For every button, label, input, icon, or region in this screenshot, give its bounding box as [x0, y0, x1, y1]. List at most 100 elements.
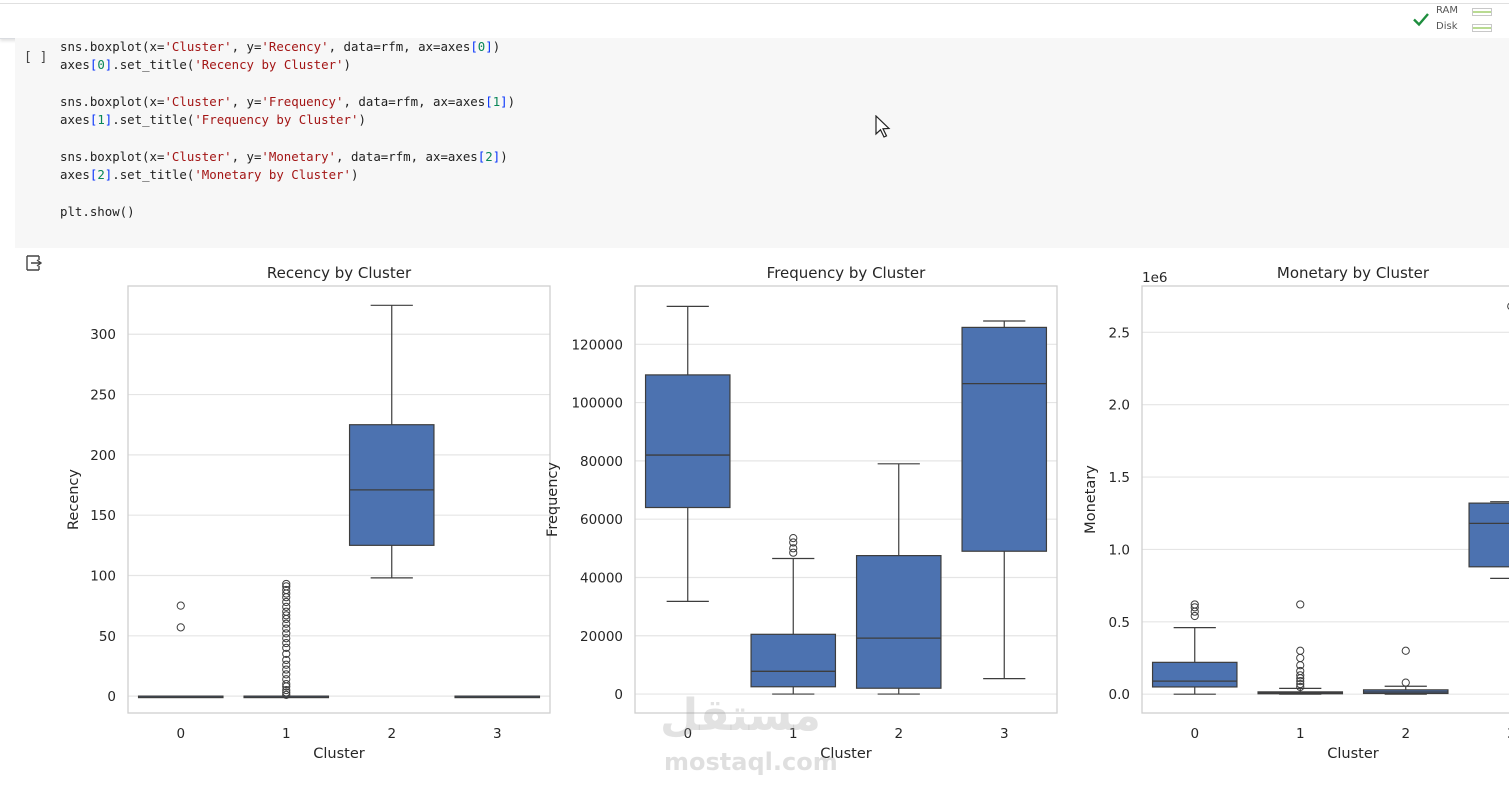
code-line	[60, 129, 515, 148]
outlier-point	[282, 629, 291, 638]
outlier-point	[282, 670, 291, 679]
code-line: axes[1].set_title('Frequency by Cluster'…	[60, 112, 366, 128]
box-body	[1468, 502, 1509, 568]
y-tick-label: 1.5	[1109, 470, 1130, 486]
axes-frame	[634, 285, 1058, 714]
y-axis-label: Monetary	[1083, 465, 1099, 534]
outlier-point	[282, 585, 291, 595]
y-axis-label: Frequency	[545, 462, 561, 537]
outlier-point	[176, 601, 185, 610]
outlier-point	[282, 634, 291, 643]
y-tick-label: 0	[107, 689, 116, 705]
y-tick-label: 100	[90, 568, 116, 584]
y-tick-label: 0	[614, 687, 623, 703]
outlier-point	[789, 548, 798, 557]
y-tick-label: 200	[90, 448, 116, 464]
x-axis-label: Cluster	[313, 746, 365, 762]
y-tick-label: 300	[90, 327, 116, 343]
y-tick-label: 1.0	[1109, 542, 1130, 558]
outlier-point	[1296, 671, 1305, 680]
y-tick-label: 0.0	[1109, 687, 1130, 703]
x-axis-label: Cluster	[820, 746, 872, 762]
chart-title: Frequency by Cluster	[767, 264, 926, 282]
y-tick-label: 120000	[571, 337, 623, 353]
x-tick-label: 2	[387, 726, 396, 742]
outlier-point	[282, 655, 291, 665]
box-body	[1151, 661, 1238, 688]
outlier-point	[1296, 679, 1305, 689]
outlier-point	[282, 660, 291, 669]
outlier-point	[282, 679, 291, 689]
box-body	[348, 424, 435, 546]
outlier-point	[176, 623, 185, 632]
code-editor[interactable]: sns.boxplot(x='Cluster', y='Recency', da…	[60, 38, 515, 221]
y-offset-label: 1e6	[1142, 270, 1167, 286]
box-body	[750, 633, 837, 688]
outlier-point	[282, 582, 291, 591]
watermark-logo: مستقل	[660, 690, 821, 741]
outlier-point	[789, 544, 798, 553]
disk-bar	[1472, 24, 1492, 32]
axes-frame	[127, 285, 551, 714]
y-tick-label: 20000	[580, 629, 623, 645]
x-tick-label: 3	[1000, 726, 1009, 742]
outlier-point	[282, 675, 291, 684]
y-tick-label: 250	[90, 388, 116, 404]
x-tick-label: 0	[176, 726, 185, 742]
outlier-point	[282, 611, 291, 620]
outlier-point	[282, 643, 291, 652]
code-line: sns.boxplot(x='Cluster', y='Recency', da…	[60, 39, 501, 54]
axes-frame	[1141, 285, 1509, 714]
y-tick-label: 2.0	[1109, 398, 1130, 414]
box-body	[961, 326, 1048, 552]
x-tick-label: 1	[789, 726, 798, 742]
y-axis-label: Recency	[66, 469, 82, 530]
x-tick-label: 0	[683, 726, 692, 742]
x-tick-label: 2	[1401, 726, 1410, 742]
code-cell[interactable]: [ ] sns.boxplot(x='Cluster', y='Recency'…	[15, 38, 1509, 248]
code-line	[60, 74, 515, 93]
y-tick-label: 150	[90, 508, 116, 524]
outlier-point	[1296, 600, 1305, 609]
run-cell-button[interactable]: [ ]	[24, 50, 48, 65]
code-line: plt.show()	[60, 203, 135, 219]
mouse-cursor-icon	[875, 115, 891, 138]
x-tick-label: 1	[282, 726, 291, 742]
outlier-point	[789, 534, 798, 543]
outlier-point	[282, 602, 291, 611]
outlier-point	[1296, 653, 1305, 663]
disk-label: Disk	[1436, 21, 1458, 32]
outlier-point	[1507, 302, 1509, 310]
x-tick-label: 3	[1507, 726, 1509, 742]
y-tick-label: 2.5	[1109, 325, 1130, 341]
outlier-point	[1296, 666, 1305, 676]
box-body	[644, 374, 731, 509]
outlier-point	[1190, 603, 1199, 612]
code-line: axes[0].set_title('Recency by Cluster')	[60, 57, 351, 73]
outlier-point	[1296, 646, 1305, 655]
x-tick-label: 2	[894, 726, 903, 742]
outlier-point	[282, 579, 291, 589]
outlier-point	[1296, 682, 1305, 692]
x-axis-label: Cluster	[1327, 746, 1379, 762]
top-toolbar: RAM Disk	[0, 0, 1509, 39]
chart-title: Monetary by Cluster	[1277, 264, 1430, 282]
outlier-point	[282, 690, 291, 700]
code-line: sns.boxplot(x='Cluster', y='Monetary', d…	[60, 148, 508, 164]
output-icon[interactable]	[24, 254, 44, 272]
code-line	[60, 184, 515, 203]
x-tick-label: 0	[1190, 726, 1199, 742]
check-icon[interactable]	[1411, 9, 1431, 29]
outlier-point	[789, 538, 798, 547]
x-tick-label: 3	[493, 726, 502, 742]
outlier-point	[282, 665, 291, 674]
outlier-point	[282, 688, 291, 697]
y-tick-label: 80000	[580, 454, 623, 470]
ram-label: RAM	[1436, 5, 1459, 16]
code-line: axes[2].set_title('Monetary by Cluster')	[60, 167, 359, 183]
code-line: sns.boxplot(x='Cluster', y='Frequency', …	[60, 93, 516, 109]
outlier-point	[282, 619, 291, 628]
y-tick-label: 0.5	[1109, 615, 1130, 631]
outlier-point	[1401, 646, 1410, 655]
